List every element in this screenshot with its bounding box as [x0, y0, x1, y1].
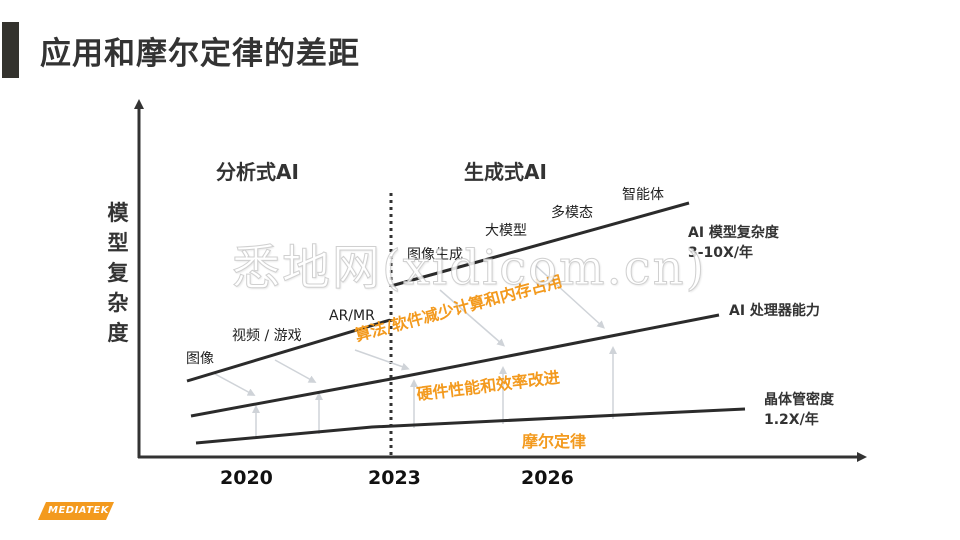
y-axis-label: 模 型 复 杂 度: [107, 201, 129, 345]
line-model-complexity-analytic: [186, 318, 391, 383]
line-transistor-density: [195, 407, 746, 445]
series-ai-processor-label: AI 处理器能力: [729, 303, 820, 319]
app-multimodal-label: 多模态: [551, 205, 593, 221]
line-model-complexity-generative: [390, 201, 690, 288]
app-large-model-label: 大模型: [485, 223, 527, 239]
x-tick-2020: 2020: [220, 467, 273, 489]
gap-moore-label: 摩尔定律: [522, 432, 587, 451]
series-model-complexity-label: AI 模型复杂度 3-10X/年: [688, 225, 779, 261]
watermark: 悉地网(xidicom.cn): [231, 240, 707, 297]
x-tick-2023: 2023: [368, 467, 421, 489]
gap-arrows: [214, 264, 617, 437]
mediatek-logo-text: MEDIATEK: [48, 505, 109, 516]
series-transistor-density-label: 晶体管密度 1.2X/年: [764, 392, 834, 428]
mediatek-logo: [38, 502, 114, 520]
line-ai-processor: [190, 313, 720, 418]
x-tick-2026: 2026: [521, 467, 574, 489]
title-accent-bar: [2, 22, 19, 78]
era-generative-label: 生成式AI: [464, 160, 547, 184]
app-image-gen-label: 图像生成: [407, 247, 463, 263]
app-ar-mr-label: AR/MR: [329, 308, 375, 324]
app-video-game-label: 视频 / 游戏: [232, 328, 302, 344]
app-image-label: 图像: [186, 351, 214, 367]
page-title: 应用和摩尔定律的差距: [40, 36, 360, 72]
era-analytic-label: 分析式AI: [216, 160, 299, 184]
app-agent-label: 智能体: [622, 187, 664, 203]
